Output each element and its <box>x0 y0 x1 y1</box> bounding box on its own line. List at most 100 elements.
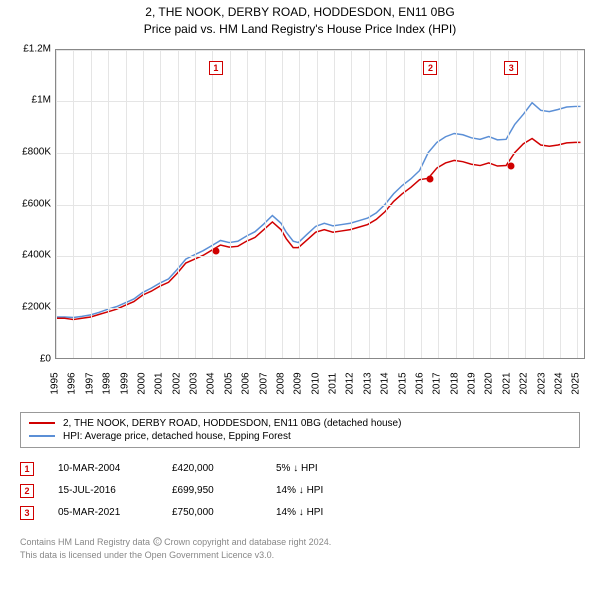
gridline-v <box>126 50 127 358</box>
series-property <box>56 138 581 319</box>
chart-dot-1 <box>212 248 219 255</box>
y-axis-label: £1M <box>5 95 51 106</box>
gridline-v <box>334 50 335 358</box>
x-axis-label: 2008 <box>275 372 286 394</box>
x-axis-label: 1996 <box>67 372 78 394</box>
gridline-v <box>577 50 578 358</box>
event-marker: 3 <box>20 506 34 520</box>
gridline-v <box>508 50 509 358</box>
x-axis-label: 2013 <box>362 372 373 394</box>
event-price: £750,000 <box>172 507 252 518</box>
x-axis-label: 2007 <box>258 372 269 394</box>
gridline-v <box>160 50 161 358</box>
event-marker: 2 <box>20 484 34 498</box>
x-axis-label: 2000 <box>136 372 147 394</box>
legend-row: 2, THE NOOK, DERBY ROAD, HODDESDON, EN11… <box>29 417 571 430</box>
x-axis-label: 2001 <box>154 372 165 394</box>
chart-area: 123 £0£200K£400K£600K£800K£1M£1.2M199519… <box>5 44 595 404</box>
y-axis-label: £200K <box>5 301 51 312</box>
event-pct: 5% ↓ HPI <box>276 463 366 474</box>
x-axis-label: 2023 <box>536 372 547 394</box>
gridline-v <box>282 50 283 358</box>
gridline-v <box>299 50 300 358</box>
x-axis-label: 2003 <box>189 372 200 394</box>
events-table: 110-MAR-2004£420,0005% ↓ HPI215-JUL-2016… <box>20 458 580 524</box>
chart-dot-3 <box>508 162 515 169</box>
x-axis-label: 1997 <box>84 372 95 394</box>
footer-text-post: Crown copyright and database right 2024. <box>164 537 331 547</box>
x-axis-label: 2005 <box>223 372 234 394</box>
x-axis-label: 1995 <box>50 372 61 394</box>
gridline-h <box>56 205 584 206</box>
title-line-2: Price paid vs. HM Land Registry's House … <box>4 21 596 38</box>
crown-copyright-icon: C <box>153 537 162 550</box>
gridline-v <box>212 50 213 358</box>
x-axis-label: 2015 <box>397 372 408 394</box>
x-axis-label: 2011 <box>328 372 339 394</box>
title-line-1: 2, THE NOOK, DERBY ROAD, HODDESDON, EN11… <box>4 4 596 21</box>
event-price: £699,950 <box>172 485 252 496</box>
event-marker: 1 <box>20 462 34 476</box>
x-axis-label: 2006 <box>241 372 252 394</box>
gridline-h <box>56 50 584 51</box>
gridline-v <box>91 50 92 358</box>
x-axis-label: 2016 <box>414 372 425 394</box>
y-axis-label: £800K <box>5 146 51 157</box>
x-axis-label: 2010 <box>310 372 321 394</box>
event-price: £420,000 <box>172 463 252 474</box>
chart-marker-3: 3 <box>504 61 518 75</box>
x-axis-label: 2009 <box>293 372 304 394</box>
y-axis-label: £400K <box>5 250 51 261</box>
gridline-v <box>108 50 109 358</box>
gridline-v <box>456 50 457 358</box>
svg-text:C: C <box>155 539 159 545</box>
legend-row: HPI: Average price, detached house, Eppi… <box>29 430 571 443</box>
gridline-v <box>490 50 491 358</box>
event-row: 305-MAR-2021£750,00014% ↓ HPI <box>20 502 580 524</box>
x-axis-label: 2024 <box>553 372 564 394</box>
event-date: 05-MAR-2021 <box>58 507 148 518</box>
gridline-h <box>56 101 584 102</box>
gridline-v <box>230 50 231 358</box>
x-axis-label: 2002 <box>171 372 182 394</box>
gridline-v <box>317 50 318 358</box>
gridline-v <box>247 50 248 358</box>
gridline-v <box>73 50 74 358</box>
gridline-v <box>351 50 352 358</box>
x-axis-label: 2022 <box>519 372 530 394</box>
y-axis-label: £0 <box>5 353 51 364</box>
gridline-v <box>560 50 561 358</box>
gridline-v <box>421 50 422 358</box>
gridline-v <box>369 50 370 358</box>
footer-text-pre: Contains HM Land Registry data <box>20 537 153 547</box>
chart-marker-1: 1 <box>209 61 223 75</box>
x-axis-label: 2012 <box>345 372 356 394</box>
event-row: 1 10-MAR-2004 £420,000 5% ↓ HPI <box>20 458 580 480</box>
gridline-h <box>56 256 584 257</box>
y-axis-label: £600K <box>5 198 51 209</box>
footer-line-2: This data is licensed under the Open Gov… <box>20 549 580 562</box>
gridline-v <box>543 50 544 358</box>
gridline-v <box>438 50 439 358</box>
x-axis-label: 2021 <box>501 372 512 394</box>
gridline-v <box>56 50 57 358</box>
series-hpi <box>56 102 581 317</box>
event-pct: 14% ↓ HPI <box>276 485 366 496</box>
gridline-v <box>265 50 266 358</box>
gridline-h <box>56 153 584 154</box>
y-axis-label: £1.2M <box>5 43 51 54</box>
gridline-h <box>56 308 584 309</box>
event-row: 215-JUL-2016£699,95014% ↓ HPI <box>20 480 580 502</box>
gridline-v <box>525 50 526 358</box>
gridline-v <box>195 50 196 358</box>
gridline-v <box>386 50 387 358</box>
x-axis-label: 2020 <box>484 372 495 394</box>
gridline-v <box>178 50 179 358</box>
gridline-v <box>143 50 144 358</box>
gridline-v <box>473 50 474 358</box>
event-date: 10-MAR-2004 <box>58 463 148 474</box>
legend: 2, THE NOOK, DERBY ROAD, HODDESDON, EN11… <box>20 412 580 448</box>
chart-title: 2, THE NOOK, DERBY ROAD, HODDESDON, EN11… <box>4 4 596 38</box>
gridline-v <box>404 50 405 358</box>
x-axis-label: 2017 <box>432 372 443 394</box>
